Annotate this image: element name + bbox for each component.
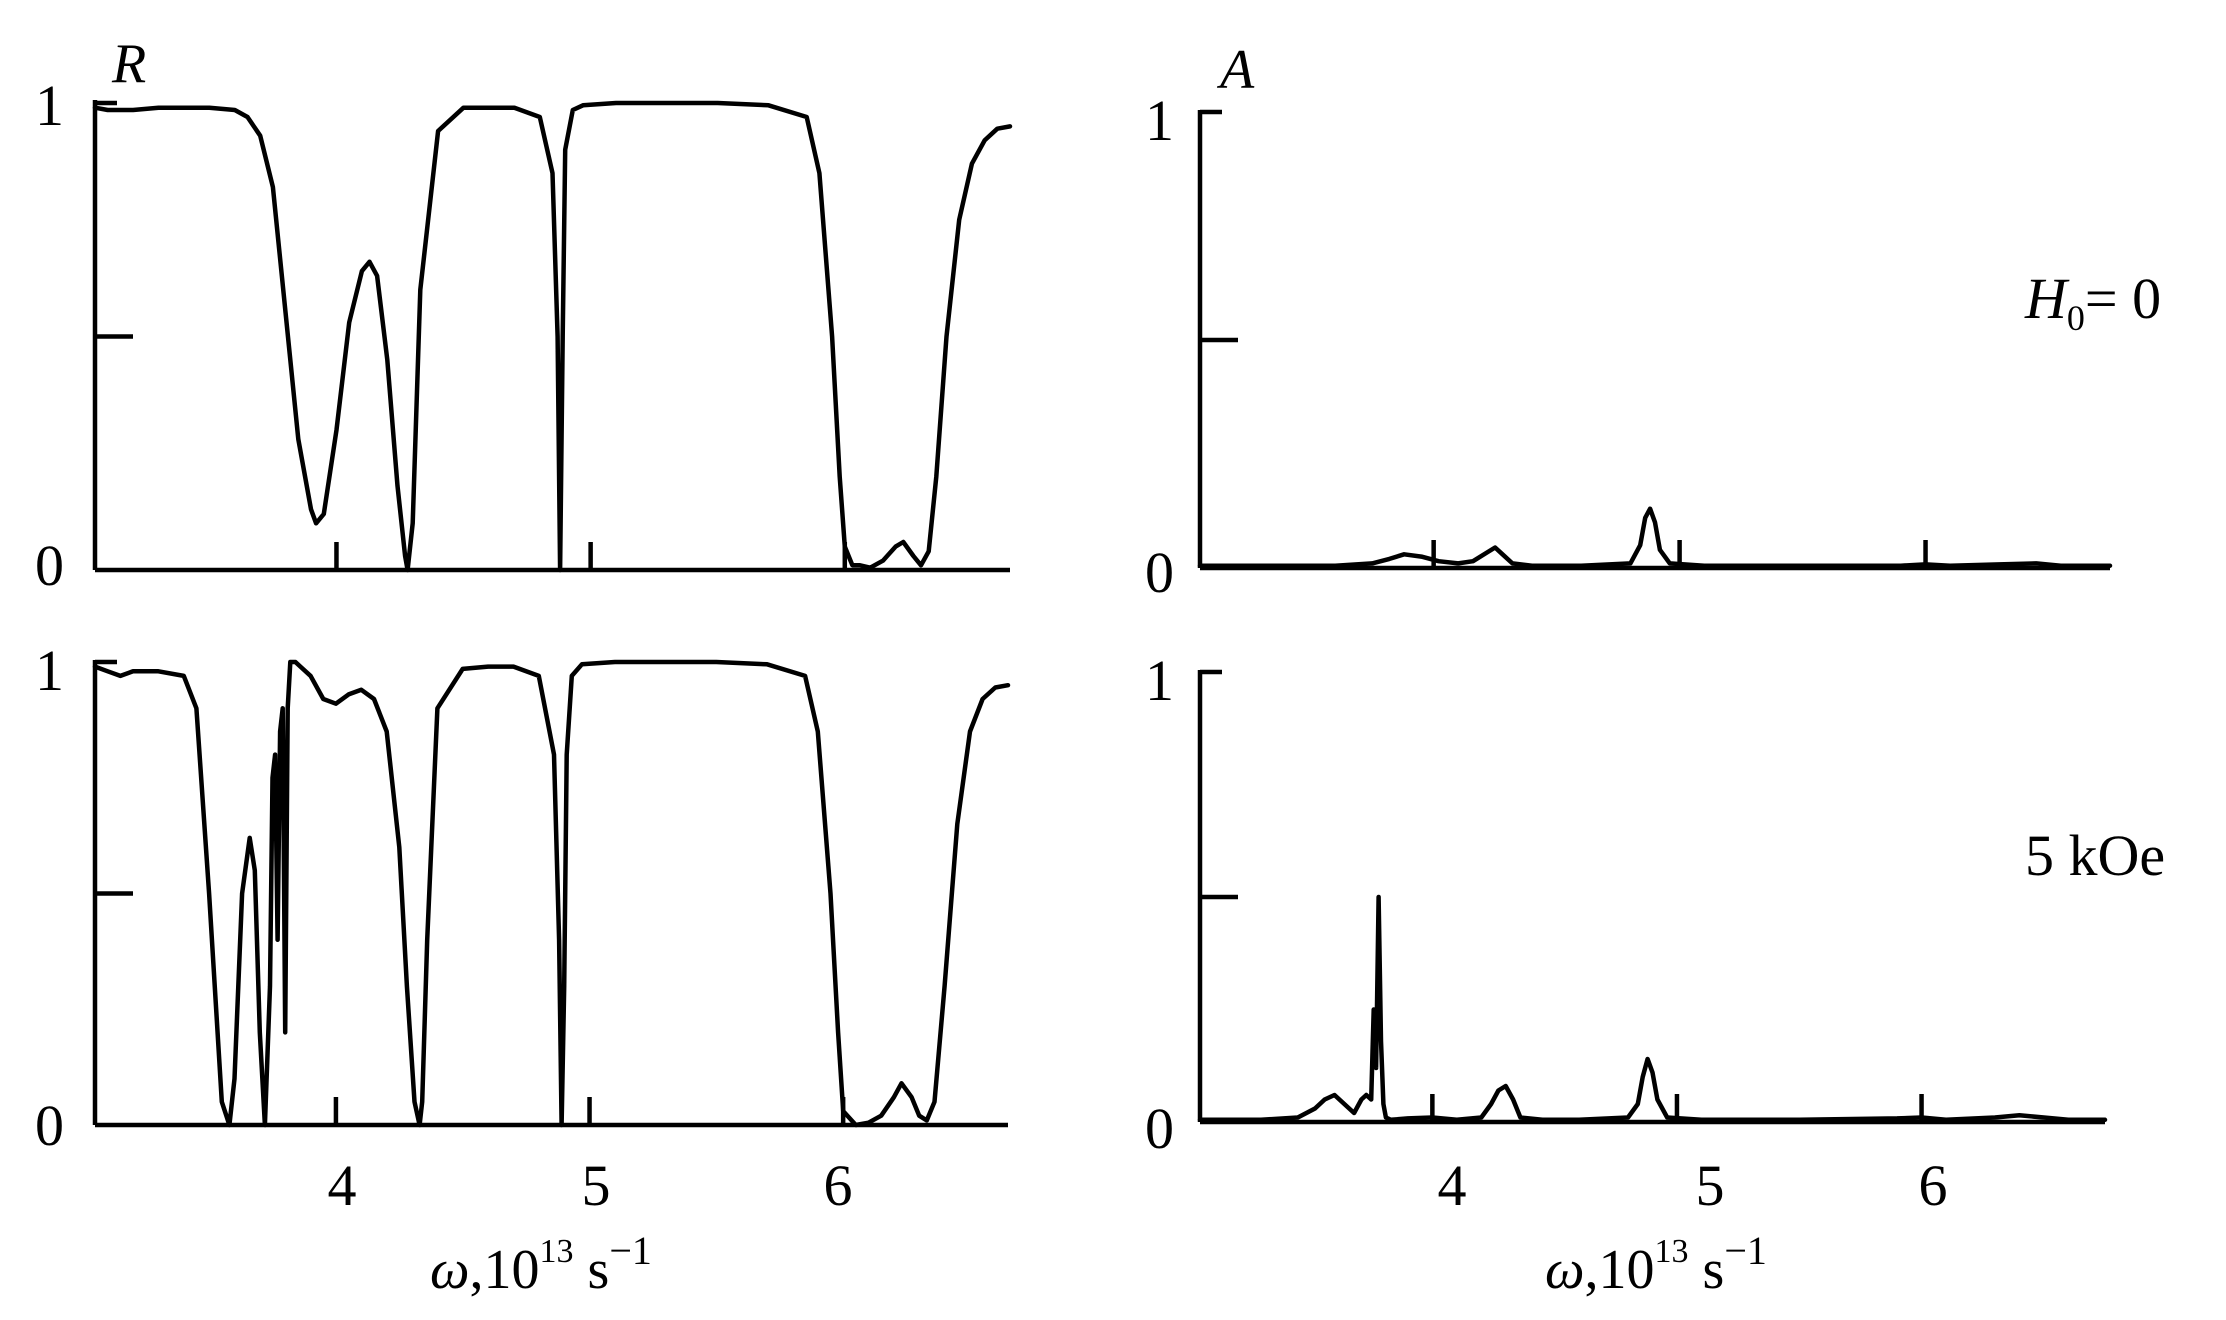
tick-group xyxy=(95,100,848,570)
curve-absorption-zero-field xyxy=(1197,506,2113,568)
y-tick-label-top: 1 xyxy=(35,73,64,138)
tick-group xyxy=(1200,669,1924,1122)
curve-reflectance-zero-field xyxy=(92,100,1013,573)
curve-reflectance-5kOe xyxy=(92,659,1011,1128)
y-tick-label-bottom: 0 xyxy=(1145,540,1174,605)
x-tick-label-5: 5 xyxy=(582,1153,611,1218)
x-tick-label-5: 5 xyxy=(1696,1153,1725,1218)
panel-absorption-zero-field: A 1 0 xyxy=(1145,39,2113,605)
annotation-field-5kOe: 5 kOe xyxy=(2025,823,2165,888)
y-tick-label-bottom: 0 xyxy=(35,1093,64,1158)
x-tick-label-6: 6 xyxy=(1919,1153,1948,1218)
y-tick-label-bottom: 0 xyxy=(1145,1096,1174,1161)
x-axis-title-left: ω,1013 s−1 xyxy=(430,1228,652,1301)
annotation-zero-field: H0= 0 xyxy=(2024,266,2161,338)
y-axis-title: A xyxy=(1216,39,1255,101)
curve-absorption-5kOe xyxy=(1197,894,2108,1123)
y-tick-label-bottom: 0 xyxy=(35,533,64,598)
x-axis-title-right: ω,1013 s−1 xyxy=(1545,1228,1767,1301)
x-tick-label-4: 4 xyxy=(1438,1153,1467,1218)
panel-reflectance-zero-field: R 1 0 xyxy=(35,33,1013,598)
tick-group xyxy=(1200,109,1928,568)
panel-absorption-5kOe: 1 0 4 5 6 xyxy=(1145,648,2108,1218)
y-tick-label-top: 1 xyxy=(1145,648,1174,713)
y-tick-label-top: 1 xyxy=(1145,88,1174,153)
panel-reflectance-5kOe: 1 0 4 5 6 xyxy=(35,638,1011,1218)
y-tick-label-top: 1 xyxy=(35,638,64,703)
y-axis-title: R xyxy=(111,33,146,95)
x-tick-label-4: 4 xyxy=(328,1153,357,1218)
x-tick-label-6: 6 xyxy=(824,1153,853,1218)
